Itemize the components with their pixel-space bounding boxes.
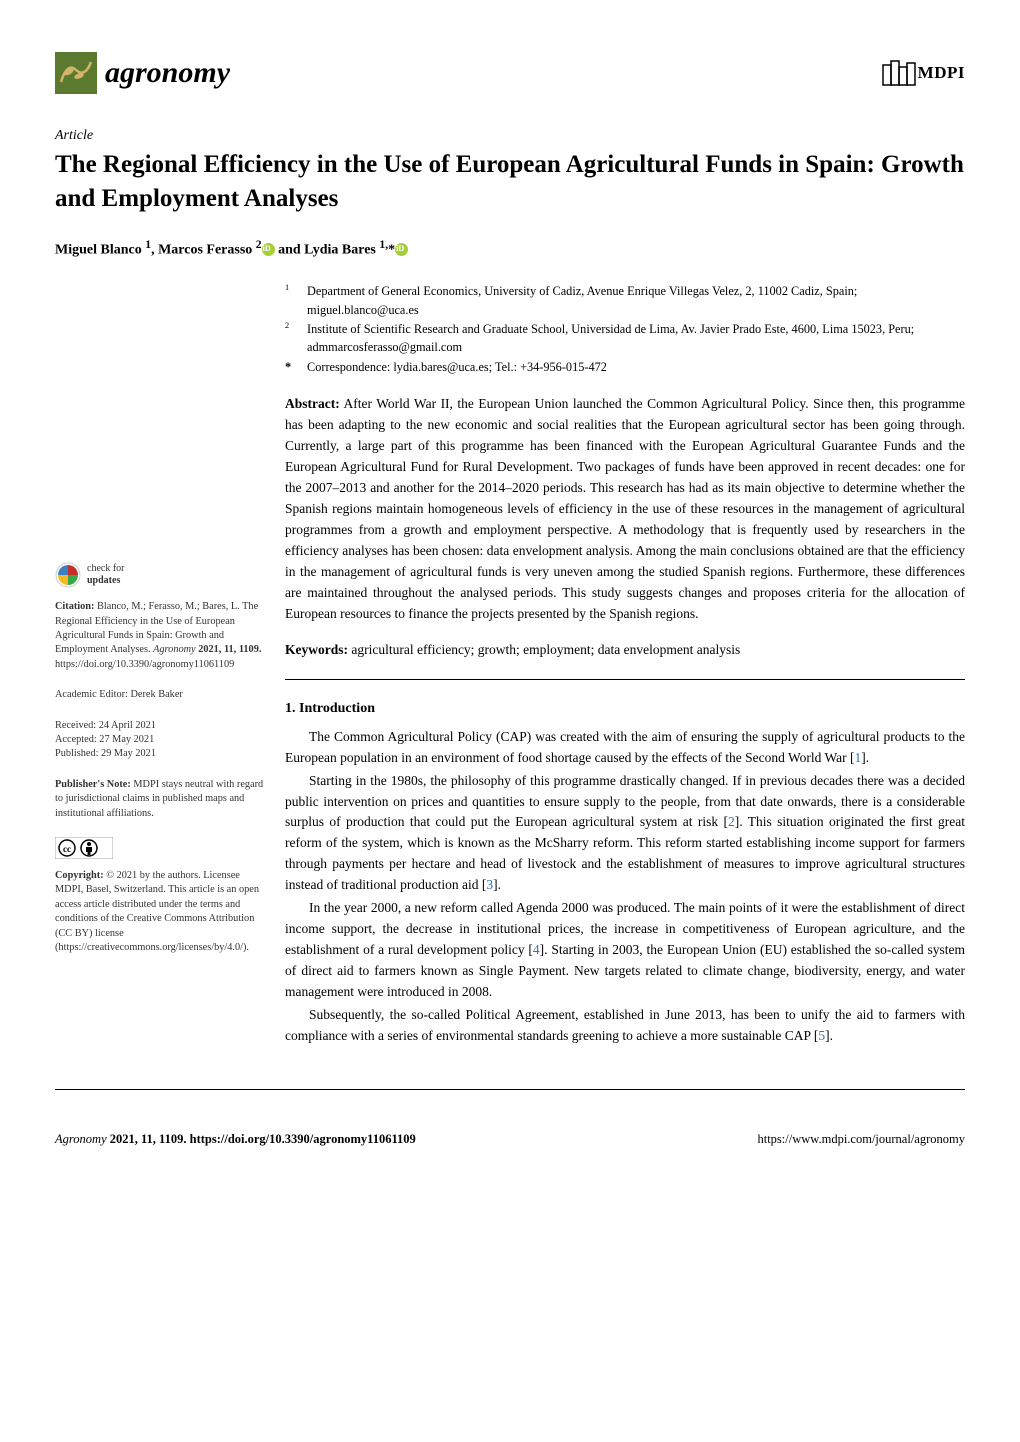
authors-line: Miguel Blanco 1, Marcos Ferasso 2 and Ly… [55,236,965,261]
publisher-note-block: Publisher's Note: MDPI stays neutral wit… [55,778,267,821]
orcid-icon[interactable] [395,243,408,256]
cc-license-badge[interactable]: cc [55,837,267,859]
paragraph: The Common Agricultural Policy (CAP) was… [285,727,965,769]
publisher-logo: MDPI [882,59,965,87]
orcid-icon[interactable] [262,243,275,256]
main-content: 1 Department of General Economics, Unive… [285,282,965,1048]
mdpi-icon [882,59,916,87]
journal-logo-icon [55,52,97,94]
keywords: Keywords: agricultural efficiency; growt… [285,640,965,660]
article-title: The Regional Efficiency in the Use of Eu… [55,148,965,216]
footer-left: Agronomy 2021, 11, 1109. https://doi.org… [55,1130,416,1149]
sidebar: check for updates Citation: Blanco, M.; … [55,282,267,1048]
header: agronomy MDPI [55,50,965,95]
paragraph: Starting in the 1980s, the philosophy of… [285,771,965,897]
reference-link[interactable]: 5 [818,1028,825,1043]
affiliations: 1 Department of General Economics, Unive… [285,282,965,376]
correspondence-row: * Correspondence: lydia.bares@uca.es; Te… [285,358,965,376]
reference-link[interactable]: 4 [533,942,540,957]
check-updates-label: check for updates [87,563,124,587]
section-heading: 1. Introduction [285,698,965,719]
article-type: Article [55,125,965,146]
citation-block: Citation: Blanco, M.; Ferasso, M.; Bares… [55,600,267,672]
check-updates-widget[interactable]: check for updates [55,562,267,588]
editor-block: Academic Editor: Derek Baker [55,688,267,702]
svg-text:cc: cc [63,844,71,854]
footer-divider [55,1089,965,1090]
body-text: The Common Agricultural Policy (CAP) was… [285,727,965,1047]
affiliation-row: 2 Institute of Scientific Research and G… [285,320,965,357]
abstract: Abstract: After World War II, the Europe… [285,394,965,624]
publisher-name: MDPI [918,60,965,86]
reference-link[interactable]: 3 [486,877,493,892]
paragraph: In the year 2000, a new reform called Ag… [285,898,965,1003]
copyright-block: Copyright: © 2021 by the authors. Licens… [55,869,267,955]
reference-link[interactable]: 2 [728,814,735,829]
reference-link[interactable]: 1 [855,750,862,765]
cc-by-icon: cc [55,837,113,859]
journal-brand: agronomy [55,50,230,95]
check-updates-icon [55,562,81,588]
footer: Agronomy 2021, 11, 1109. https://doi.org… [0,1118,1020,1179]
affiliation-row: 1 Department of General Economics, Unive… [285,282,965,319]
paragraph: Subsequently, the so-called Political Ag… [285,1005,965,1047]
divider [285,679,965,680]
journal-name: agronomy [105,50,230,95]
dates-block: Received: 24 April 2021 Accepted: 27 May… [55,719,267,762]
footer-right[interactable]: https://www.mdpi.com/journal/agronomy [757,1130,965,1149]
